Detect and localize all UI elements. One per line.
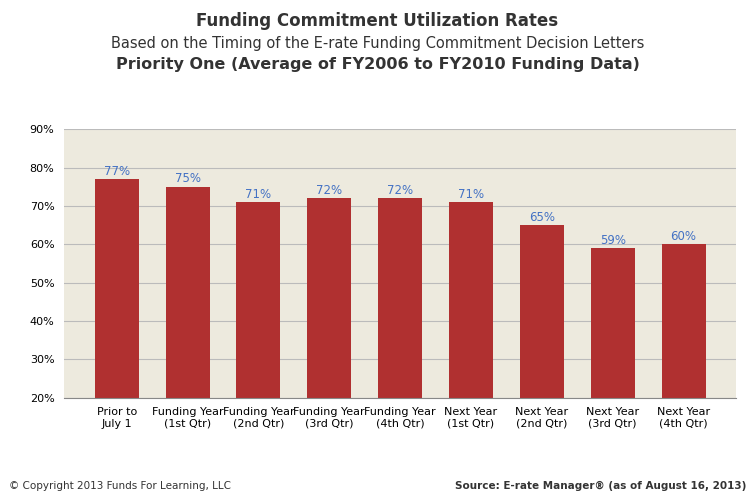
- Text: 75%: 75%: [174, 172, 201, 185]
- Text: 72%: 72%: [387, 184, 413, 197]
- Text: Funding Commitment Utilization Rates: Funding Commitment Utilization Rates: [196, 12, 559, 30]
- Text: Priority One (Average of FY2006 to FY2010 Funding Data): Priority One (Average of FY2006 to FY201…: [116, 57, 639, 72]
- Bar: [94, 179, 139, 474]
- Bar: [590, 248, 635, 474]
- Bar: [236, 202, 280, 474]
- Bar: [661, 244, 706, 474]
- Text: 59%: 59%: [599, 234, 626, 247]
- Bar: [307, 198, 351, 474]
- Text: 71%: 71%: [245, 187, 272, 200]
- Bar: [449, 202, 493, 474]
- Text: Source: E-rate Manager® (as of August 16, 2013): Source: E-rate Manager® (as of August 16…: [455, 481, 746, 491]
- Text: 72%: 72%: [316, 184, 342, 197]
- Text: 71%: 71%: [458, 187, 484, 200]
- Bar: [520, 225, 564, 474]
- Bar: [378, 198, 422, 474]
- Text: 60%: 60%: [670, 230, 697, 243]
- Text: 65%: 65%: [529, 211, 555, 224]
- Text: 77%: 77%: [103, 165, 130, 177]
- Bar: [165, 187, 210, 474]
- Text: Based on the Timing of the E-rate Funding Commitment Decision Letters: Based on the Timing of the E-rate Fundin…: [111, 36, 644, 51]
- Text: © Copyright 2013 Funds For Learning, LLC: © Copyright 2013 Funds For Learning, LLC: [9, 481, 231, 491]
